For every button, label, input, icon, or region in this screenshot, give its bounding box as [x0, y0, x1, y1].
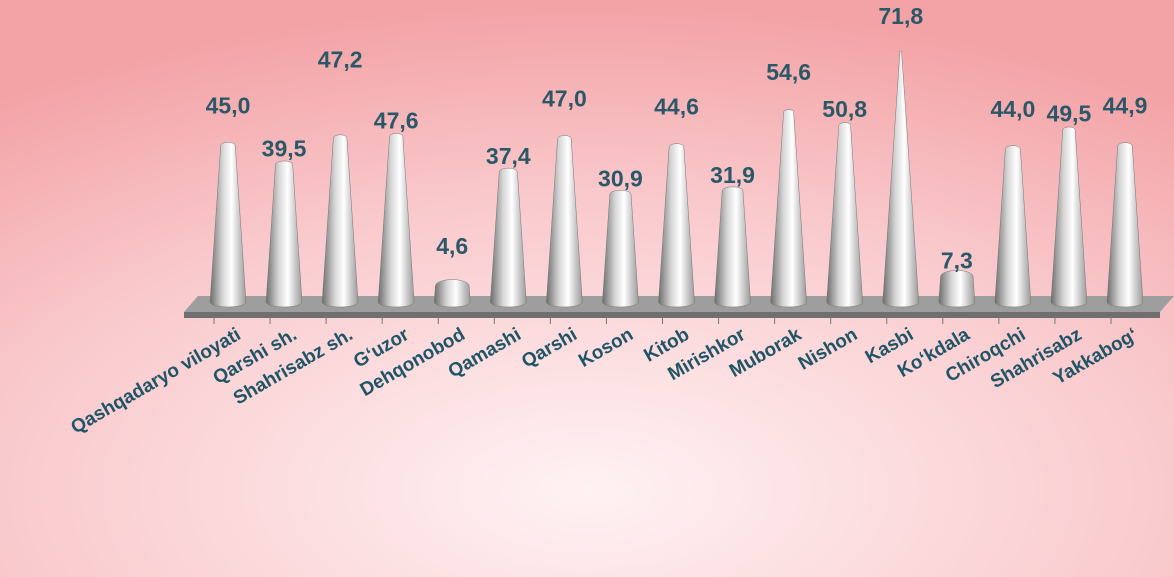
bar	[826, 122, 863, 308]
bar	[209, 142, 247, 308]
value-label: 4,6	[436, 233, 468, 259]
bar	[714, 186, 751, 308]
bar	[658, 143, 695, 308]
value-label: 30,9	[598, 165, 643, 191]
value-label: 45,0	[206, 92, 251, 118]
bar	[265, 160, 303, 308]
value-label: 47,6	[374, 107, 419, 133]
bar	[602, 189, 639, 308]
bar	[1050, 126, 1088, 308]
value-label: 49,5	[1047, 101, 1092, 127]
bar	[994, 145, 1032, 308]
value-label: 47,2	[318, 47, 363, 73]
bar	[882, 50, 920, 308]
value-label: 54,6	[766, 59, 811, 85]
bar	[433, 279, 471, 308]
value-label: 50,8	[822, 96, 867, 122]
value-label: 37,4	[486, 143, 531, 169]
value-label: 44,9	[1103, 93, 1148, 119]
floor-edge	[184, 312, 1160, 318]
value-label: 44,6	[654, 94, 699, 120]
value-label: 44,0	[990, 96, 1035, 122]
bar	[546, 135, 583, 308]
bar	[938, 270, 976, 308]
value-label: 31,9	[710, 162, 755, 188]
bar	[1106, 142, 1144, 308]
value-label: 39,5	[262, 135, 307, 161]
bar	[377, 133, 415, 308]
bar	[490, 167, 527, 308]
value-label: 71,8	[878, 3, 923, 29]
value-label: 47,0	[542, 85, 587, 111]
bar	[770, 109, 807, 308]
value-label: 7,3	[941, 248, 973, 274]
bar	[321, 134, 359, 308]
